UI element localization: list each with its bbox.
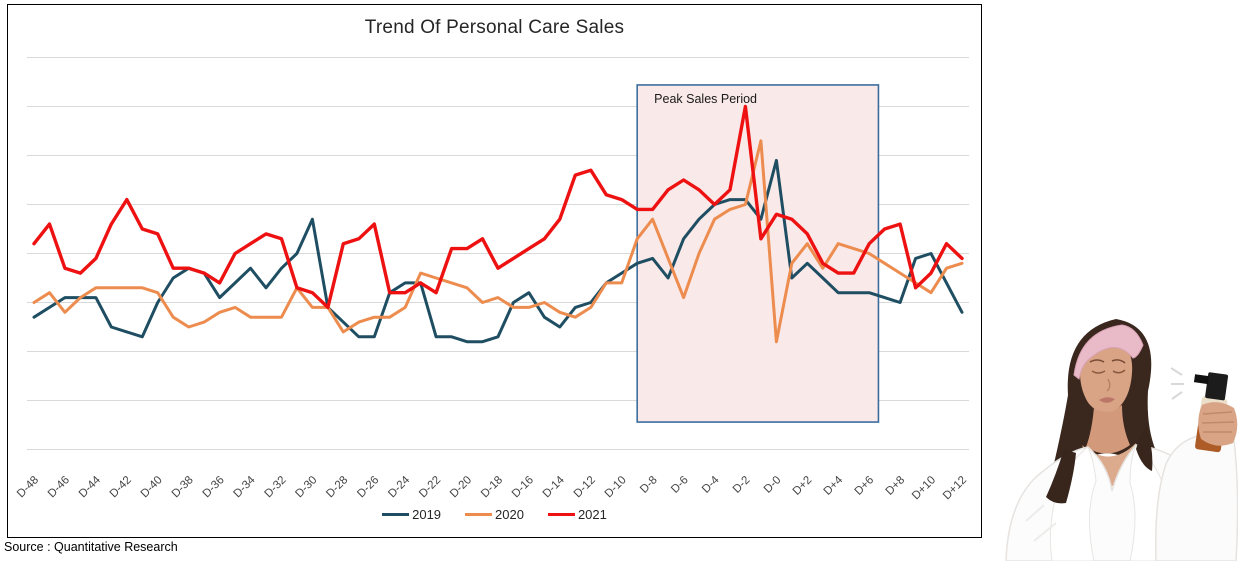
legend-swatch <box>547 512 575 517</box>
x-tick-label: D-38 <box>170 474 196 500</box>
series-line-2020 <box>32 139 964 344</box>
chart-title: Trend Of Personal Care Sales <box>364 17 625 38</box>
x-tick-label: D-12 <box>572 474 598 500</box>
legend-item-2020: 2020 <box>465 507 524 522</box>
x-tick-label: D-40 <box>139 474 165 500</box>
spray-cap <box>1205 372 1229 401</box>
x-tick-label: D-6 <box>669 474 691 496</box>
x-tick-label: D-10 <box>603 474 629 500</box>
hand <box>1198 402 1238 446</box>
x-tick-label: D-30 <box>293 474 319 500</box>
legend-swatch <box>382 512 410 517</box>
eyebrow-left <box>1089 359 1105 363</box>
x-tick-label: D-34 <box>232 474 259 501</box>
spray-mist <box>1170 367 1184 400</box>
x-tick-label: D+8 <box>884 474 908 498</box>
x-tick-label: D-18 <box>479 474 505 500</box>
x-tick-label: D-32 <box>263 474 289 500</box>
x-tick-label: D-28 <box>324 474 350 500</box>
chart-canvas: Peak Sales Period D-48 D-46 D-44 D-42 D-40 D-3… <box>7 4 982 538</box>
x-tick-label: D-24 <box>386 474 413 501</box>
series-line-2021 <box>32 104 964 310</box>
robe-texture <box>1025 504 1203 548</box>
x-tick-label: D+12 <box>941 474 969 502</box>
hand-fingers <box>1201 411 1235 433</box>
x-tick-label: D+2 <box>791 474 815 498</box>
x-tick-label: D-0 <box>762 474 784 496</box>
legend-label: 2020 <box>495 507 524 522</box>
legend-label: 2021 <box>577 507 607 522</box>
x-tick-label: D-8 <box>638 474 660 496</box>
chart-legend: 2019 2020 2021 <box>8 507 981 522</box>
x-tick-label: D-22 <box>417 474 443 500</box>
hair-lock-left <box>1046 449 1076 504</box>
legend-label: 2019 <box>412 507 442 522</box>
closed-eye-left <box>1091 370 1106 374</box>
x-tick-label: D+4 <box>822 474 846 498</box>
x-tick-label: D-26 <box>355 474 381 500</box>
eyebrow-right <box>1111 359 1126 364</box>
x-tick-label: D+6 <box>853 474 877 498</box>
x-tick-label: D-48 <box>15 474 41 500</box>
nose <box>1106 378 1111 392</box>
x-tick-label: D-2 <box>731 474 753 496</box>
legend-item-2021: 2021 <box>547 507 607 522</box>
x-tick-label: D-16 <box>510 474 536 500</box>
hair-lock-right <box>1136 427 1153 471</box>
legend-item-2019: 2019 <box>382 507 441 522</box>
x-tick-label: D-42 <box>108 474 134 500</box>
headband <box>1073 324 1144 380</box>
x-tick-label: D-46 <box>46 474 72 500</box>
neck <box>1086 405 1130 454</box>
x-tick-label: D-14 <box>541 474 568 501</box>
source-note: Source : Quantitative Research <box>4 540 178 554</box>
lips <box>1099 397 1115 403</box>
woman-spraying-face-mist-photo <box>1005 319 1238 561</box>
legend-swatch <box>465 512 493 517</box>
x-tick-label: D-44 <box>77 474 104 501</box>
x-tick-label: D+10 <box>910 474 938 502</box>
x-tick-label: D-20 <box>448 474 474 500</box>
peak-period-box <box>636 84 880 423</box>
closed-eye-right <box>1112 369 1126 374</box>
peak-period-label: Peak Sales Period <box>654 92 757 106</box>
spray-nozzle <box>1193 374 1209 385</box>
face <box>1080 339 1133 412</box>
x-tick-label: D-4 <box>700 474 722 496</box>
x-tick-label: D-36 <box>201 474 227 500</box>
